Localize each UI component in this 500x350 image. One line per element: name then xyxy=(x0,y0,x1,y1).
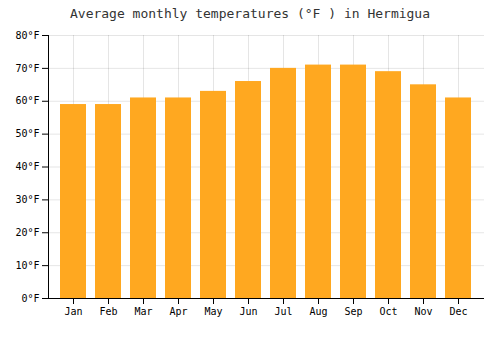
svg-text:40°F: 40°F xyxy=(15,161,39,172)
svg-text:Dec: Dec xyxy=(449,306,467,317)
svg-text:Sep: Sep xyxy=(344,306,362,317)
svg-text:Jan: Jan xyxy=(64,306,82,317)
svg-text:Jul: Jul xyxy=(274,306,292,317)
svg-text:30°F: 30°F xyxy=(15,194,39,205)
svg-text:Mar: Mar xyxy=(134,306,152,317)
svg-text:Oct: Oct xyxy=(379,306,397,317)
svg-text:May: May xyxy=(204,306,222,317)
svg-text:Nov: Nov xyxy=(414,306,432,317)
svg-text:Jun: Jun xyxy=(239,306,257,317)
svg-text:60°F: 60°F xyxy=(15,95,39,106)
svg-text:50°F: 50°F xyxy=(15,128,39,139)
svg-text:Feb: Feb xyxy=(99,306,117,317)
html-text:Average monthly temperatures (: Average monthly temperatures (°F ) in He… xyxy=(70,6,430,21)
svg-text:10°F: 10°F xyxy=(15,260,39,271)
svg-text:20°F: 20°F xyxy=(15,227,39,238)
svg-text:80°F: 80°F xyxy=(15,30,39,41)
svg-text:Aug: Aug xyxy=(309,306,327,317)
svg-text:70°F: 70°F xyxy=(15,63,39,74)
svg-text:0°F: 0°F xyxy=(21,293,39,304)
svg-text:Apr: Apr xyxy=(169,306,187,317)
